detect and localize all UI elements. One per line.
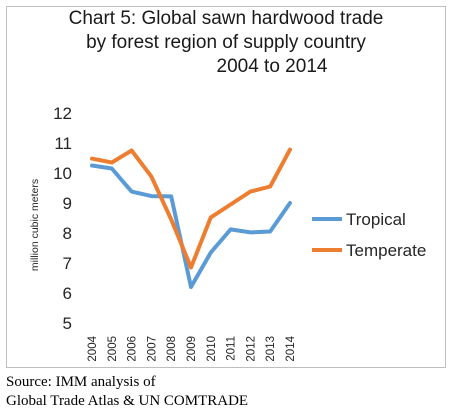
x-tick-label: 2012 (245, 336, 257, 362)
y-tick-label: 7 (63, 254, 72, 273)
chart-title-line-3: 2004 to 2014 (216, 56, 328, 77)
x-tick-label: 2011 (226, 336, 238, 361)
y-tick-labels: 5 6 7 8 9 10 11 12 (53, 104, 72, 333)
legend: Tropical Temperate (312, 210, 426, 260)
x-tick-label: 2008 (166, 336, 178, 362)
y-tick-label: 8 (63, 224, 72, 243)
chart-title-line-1: Chart 5: Global sawn hardwood trade (68, 8, 384, 29)
x-tick-label: 2013 (265, 336, 277, 362)
source-line-1: Source: IMM analysis of (6, 374, 156, 390)
y-tick-label: 12 (53, 104, 72, 123)
x-tick-labels: 2004 2005 2006 2007 2008 2009 2010 2011 2012 2013… (87, 335, 297, 361)
chart-title: Chart 5: Global sawn hardwood trade by f… (7, 7, 445, 79)
x-tick-label: 2005 (107, 336, 119, 362)
series-lines (90, 147, 292, 289)
series-line-temperate (90, 147, 292, 270)
legend-label-temperate: Temperate (346, 241, 426, 260)
y-tick-label: 11 (54, 134, 72, 153)
x-tick-label: 2007 (146, 336, 158, 362)
chart-frame: Chart 5: Global sawn hardwood trade by f… (6, 6, 446, 368)
y-axis-label: million cubic meters (29, 179, 41, 271)
x-tick-label: 2006 (127, 336, 139, 362)
y-tick-label: 6 (63, 284, 72, 303)
y-tick-label: 5 (63, 314, 72, 333)
chart-title-line-2: by forest region of supply country (86, 32, 366, 53)
legend-label-tropical: Tropical (346, 210, 406, 229)
source-line-2: Global Trade Atlas & UN COMTRADE (6, 393, 249, 409)
series-line-tropical (90, 163, 292, 289)
x-tick-label: 2010 (206, 336, 218, 362)
y-tick-label: 9 (63, 194, 72, 213)
x-tick-label: 2009 (186, 336, 198, 362)
x-tick-label: 2014 (285, 335, 297, 361)
y-tick-label: 10 (53, 164, 72, 183)
source-note: Source: IMM analysis of Global Trade Atl… (6, 373, 248, 411)
x-tick-label: 2004 (87, 335, 99, 361)
